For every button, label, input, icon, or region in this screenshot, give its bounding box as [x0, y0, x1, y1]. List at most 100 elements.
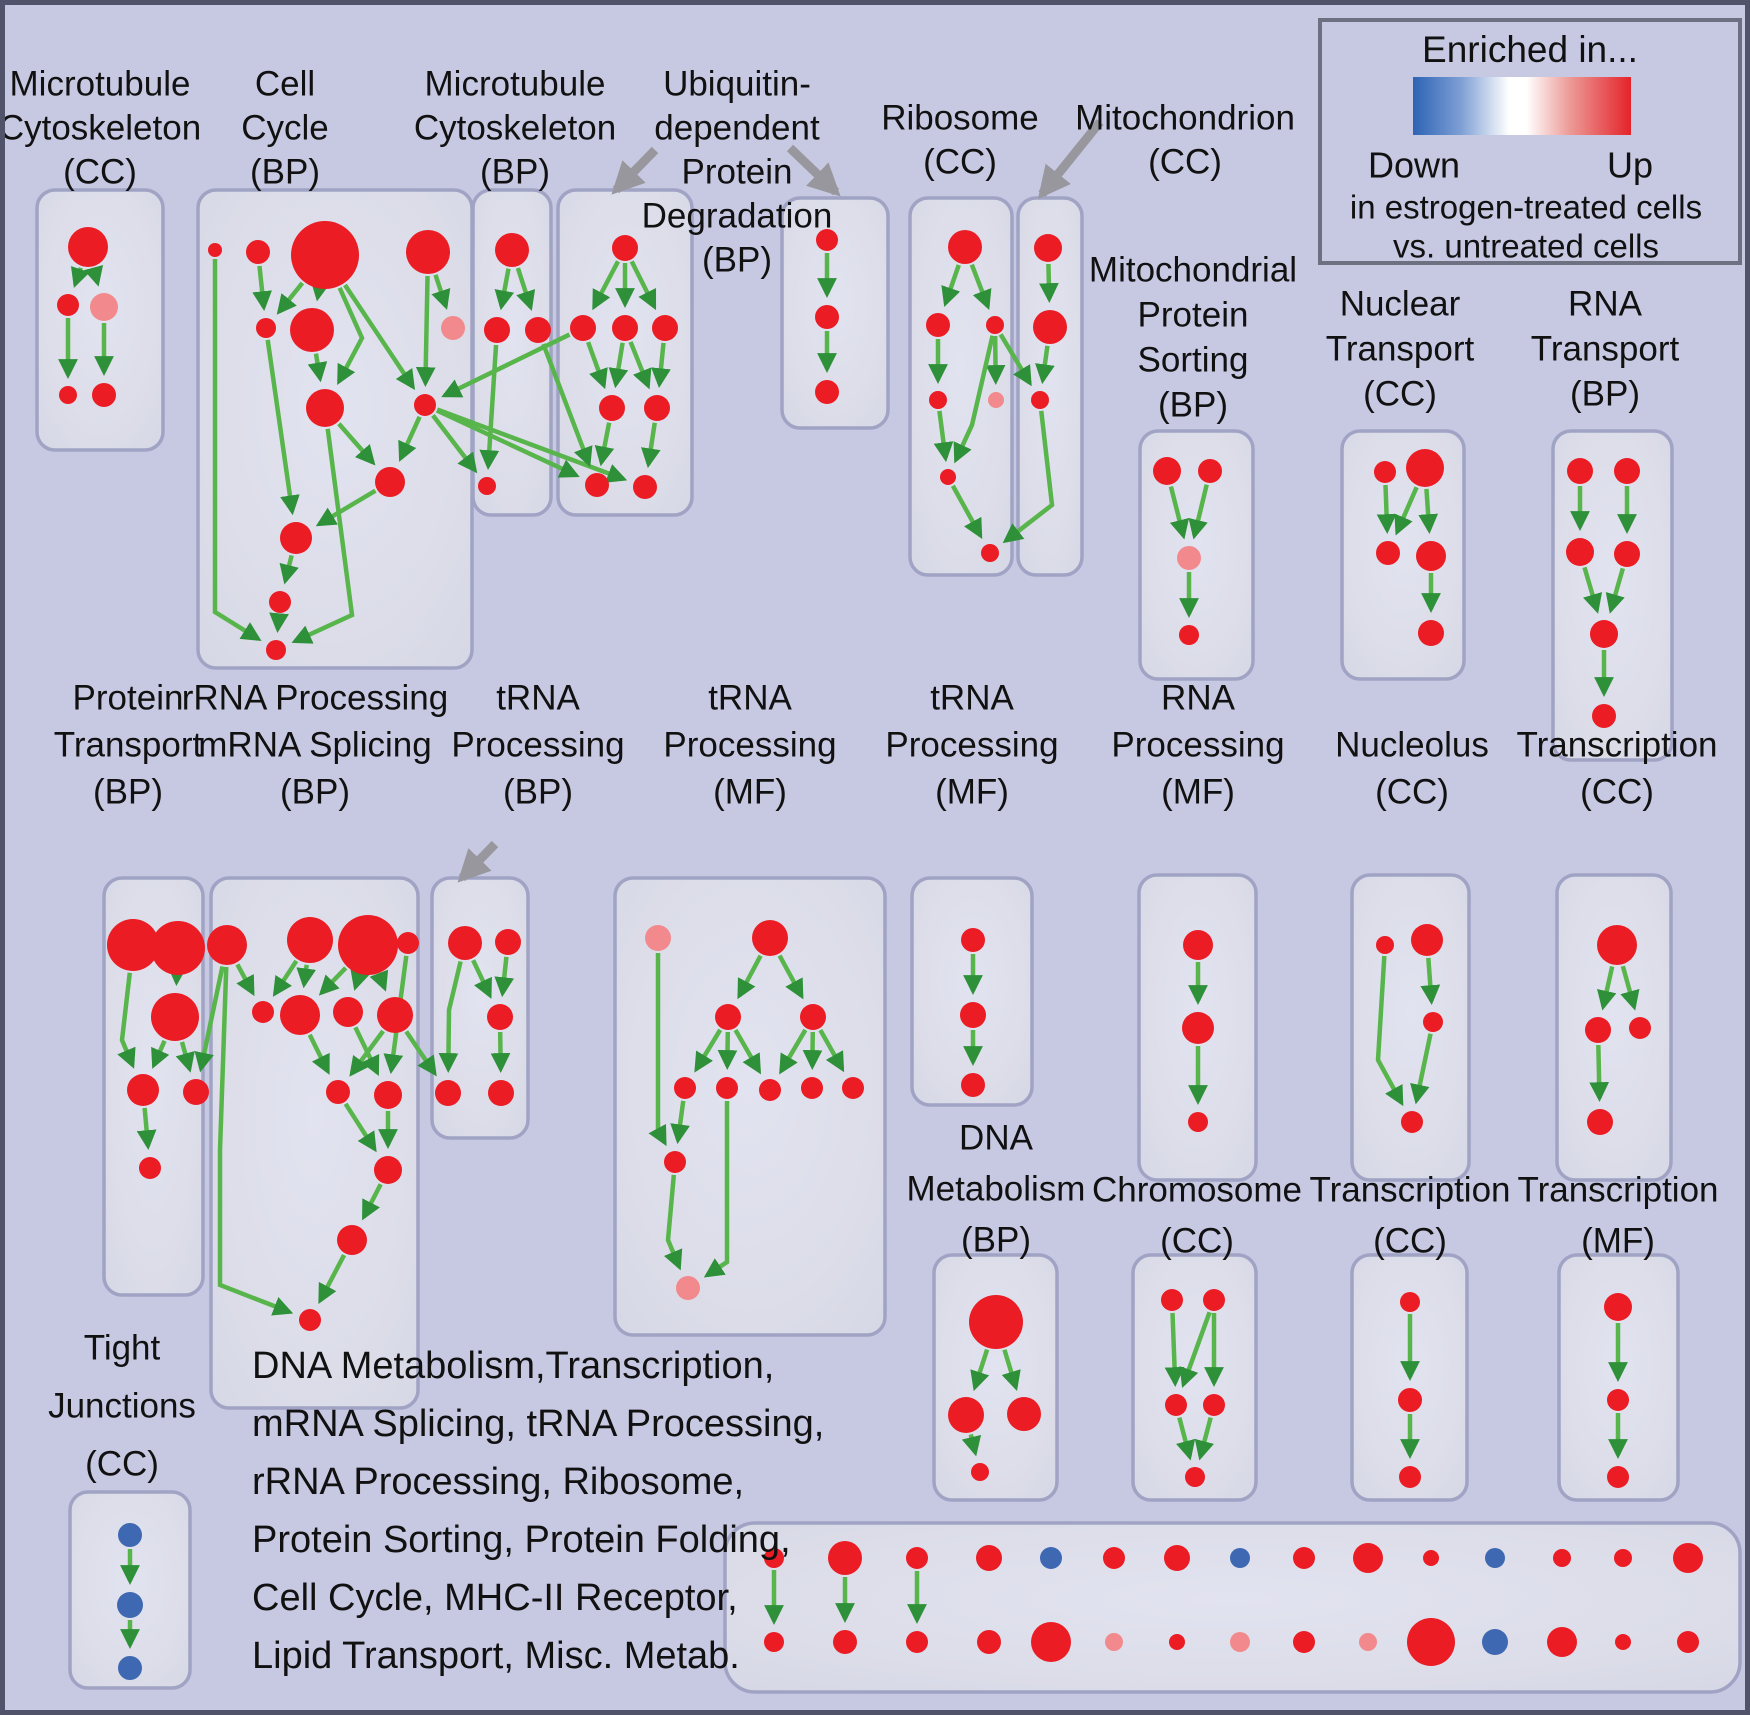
edge-arrow [628, 341, 652, 390]
go-term-node-red [326, 1080, 350, 1104]
go-term-node-red [1604, 1293, 1632, 1321]
label-pointer-arrow [786, 144, 841, 197]
edge-arrow [337, 422, 376, 466]
group-box-tj [68, 1490, 192, 1690]
edge-arrow [1002, 410, 1055, 544]
go-term-node-red [969, 1295, 1023, 1349]
go-term-node-red [207, 925, 247, 965]
group-label-mtbp-line-2: (BP) [480, 152, 550, 191]
go-term-node-red [1607, 1389, 1629, 1411]
group-label-rnamf-line-1: Processing [1111, 725, 1284, 764]
go-term-node-red [1590, 620, 1618, 648]
go-term-node-red [1566, 538, 1594, 566]
go-term-node-red [1423, 1012, 1443, 1032]
go-term-node-red [269, 591, 291, 613]
group-label-tmf3-line-0: Transcription [1518, 1170, 1719, 1209]
group-label-tbp-line-1: Processing [451, 725, 624, 764]
edge-arrow [1605, 567, 1626, 614]
group-label-chrom-line-0: Chromosome [1092, 1170, 1302, 1209]
edge-arrow [985, 335, 1006, 385]
label-pointer-arrow [1037, 119, 1104, 200]
group-label-msort-line-1: Protein [1138, 295, 1249, 334]
matrix-node-bottom-red [1031, 1622, 1071, 1662]
go-term-node-red [68, 227, 108, 267]
edge-arrow [694, 1028, 723, 1073]
edge-arrow [969, 263, 992, 311]
edge-arrow [436, 407, 628, 483]
edge-arrow [431, 413, 478, 474]
group-label-nuc-line-0: Nuclear [1340, 284, 1461, 323]
edge-arrow [307, 353, 328, 383]
go-term-node-red [1416, 541, 1446, 571]
go-term-node-red [961, 928, 985, 952]
edge-arrow [343, 1102, 377, 1153]
go-term-node-red [374, 1156, 402, 1184]
group-label-tmf2-line-1: Processing [885, 725, 1058, 764]
group-label-rnat-line-0: RNA [1568, 284, 1643, 323]
group-label-nuc-line-2: (CC) [1363, 374, 1437, 413]
edge-arrow [1597, 965, 1617, 1011]
go-term-node-red [1376, 541, 1400, 565]
edge-arrow [541, 343, 593, 468]
edge-arrow [435, 408, 580, 478]
edge-arrow [1418, 488, 1439, 535]
go-term-node-red [488, 1080, 514, 1106]
edge-arrow [641, 422, 661, 469]
group-label-tcc2-line-1: (CC) [1580, 772, 1654, 811]
go-term-node-red [1203, 1289, 1225, 1311]
go-term-node-red [1406, 449, 1444, 487]
go-term-node-red [406, 230, 450, 274]
edge-arrow [1194, 1416, 1214, 1461]
matrix-node-top-red [906, 1547, 928, 1569]
misc-text-line: mRNA Splicing, tRNA Processing, [252, 1403, 824, 1445]
go-term-node-red [246, 240, 270, 264]
matrix-node-top-red [1673, 1543, 1703, 1573]
misc-text-line: Cell Cycle, MHC-II Receptor, [252, 1577, 738, 1619]
edge-arrow [703, 1101, 730, 1278]
edge-arrow [1375, 955, 1404, 1107]
go-term-node-red [1411, 924, 1443, 956]
legend-box [1318, 18, 1742, 265]
group-label-pt-line-0: Protein [73, 678, 184, 717]
go-term-node-blue [117, 1592, 143, 1618]
edge-arrow [296, 964, 317, 989]
misc-text-line: Protein Sorting, Protein Folding, [252, 1519, 791, 1561]
edge-arrow [1188, 484, 1209, 540]
group-label-rnamf-line-0: RNA [1161, 678, 1236, 717]
edge-arrow [398, 415, 422, 462]
go-term-node-red [306, 389, 344, 427]
group-box-dnam [932, 1253, 1059, 1502]
go-term-node-red [948, 1397, 984, 1433]
group-label-cc-line-2: (BP) [250, 152, 320, 191]
go-term-node-red [1031, 391, 1049, 409]
group-label-chrom-line-1: (CC) [1160, 1221, 1234, 1260]
group-box-tmf2 [910, 876, 1034, 1107]
go-term-node-red [487, 1004, 513, 1030]
matrix-node-bottom-pink [1230, 1632, 1250, 1652]
matrix-node-top-red [764, 1548, 784, 1568]
edge-arrow [315, 488, 377, 527]
go-term-node-blue [118, 1656, 142, 1680]
edge-arrow [1394, 486, 1419, 536]
group-label-rnat-line-1: Transport [1531, 329, 1680, 368]
group-label-mtcc-line-2: (CC) [63, 152, 137, 191]
go-term-node-red [633, 475, 657, 499]
group-label-tmf1-line-0: tRNA [708, 678, 792, 717]
matrix-node-bottom-pink [1359, 1633, 1377, 1651]
go-term-node-red [151, 921, 205, 975]
matrix-node-bottom-red [1169, 1634, 1185, 1650]
go-term-node-red [1567, 458, 1593, 484]
go-term-node-red [333, 997, 363, 1027]
go-term-node-red [1179, 625, 1199, 645]
matrix-node-bottom-red [1615, 1634, 1631, 1650]
go-term-node-red [1033, 310, 1067, 344]
edge-arrow [431, 274, 451, 310]
go-term-node-red [290, 308, 334, 352]
group-label-pt-line-2: (BP) [93, 772, 163, 811]
edge-arrow [1164, 1312, 1185, 1387]
matrix-node-bottom-blue [1482, 1629, 1508, 1655]
go-term-node-red [1592, 704, 1616, 728]
go-term-node-red [1614, 458, 1640, 484]
edge-arrow [777, 954, 804, 1000]
